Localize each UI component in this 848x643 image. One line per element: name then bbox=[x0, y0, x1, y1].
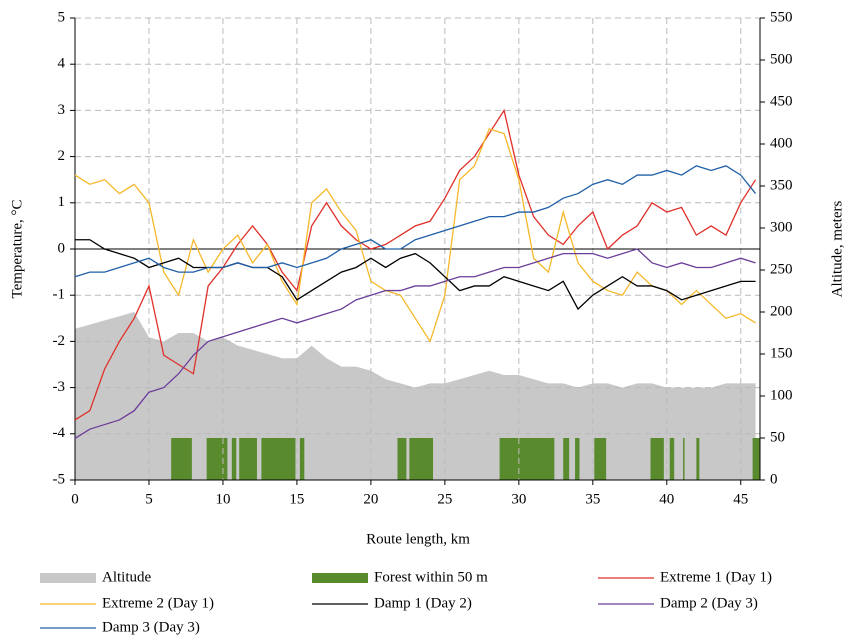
series-line bbox=[74, 248, 756, 439]
y-tick-label: 3 bbox=[58, 102, 66, 118]
series-line bbox=[74, 108, 757, 421]
legend-label: Damp 1 (Day 2) bbox=[374, 595, 472, 611]
legend-label: Extreme 1 (Day 1) bbox=[660, 569, 772, 585]
y-tick-label: -1 bbox=[53, 287, 66, 303]
y-tick-label: -2 bbox=[53, 333, 66, 349]
forest-bar bbox=[683, 438, 685, 480]
y2-tick-label: 500 bbox=[770, 51, 793, 67]
y2-tick-label: 450 bbox=[770, 93, 793, 109]
legend-label: Damp 3 (Day 3) bbox=[102, 619, 200, 635]
y-tick-label: 1 bbox=[58, 194, 66, 210]
y-tick-label: 5 bbox=[58, 9, 66, 25]
legend-swatch bbox=[40, 573, 96, 583]
y2-tick-label: 0 bbox=[770, 471, 778, 487]
x-tick-label: 5 bbox=[145, 491, 153, 507]
forest-bar bbox=[752, 438, 760, 480]
x-tick-label: 0 bbox=[71, 491, 79, 507]
series-line bbox=[74, 165, 757, 278]
x-axis-label: Route length, km bbox=[366, 531, 470, 547]
x-tick-label: 45 bbox=[733, 491, 748, 507]
legend-label: Altitude bbox=[102, 569, 152, 585]
x-tick-label: 25 bbox=[437, 491, 452, 507]
y2-tick-label: 200 bbox=[770, 303, 793, 319]
y-tick-label: -5 bbox=[53, 471, 66, 487]
x-tick-label: 20 bbox=[363, 491, 378, 507]
forest-bar bbox=[239, 438, 257, 480]
legend-swatch bbox=[312, 573, 368, 583]
legend-label: Forest within 50 m bbox=[374, 569, 488, 585]
y2-tick-label: 50 bbox=[770, 429, 785, 445]
y-tick-label: -3 bbox=[53, 379, 66, 395]
x-tick-label: 30 bbox=[511, 491, 526, 507]
series-line bbox=[74, 128, 756, 343]
y2-tick-label: 100 bbox=[770, 387, 793, 403]
y2-tick-label: 350 bbox=[770, 177, 793, 193]
y-tick-label: 4 bbox=[58, 56, 66, 72]
y2-tick-label: 150 bbox=[770, 345, 793, 361]
x-tick-label: 40 bbox=[659, 491, 674, 507]
y-tick-label: 2 bbox=[58, 148, 66, 164]
x-tick-label: 15 bbox=[289, 491, 304, 507]
forest-bar bbox=[696, 438, 700, 480]
y2-tick-label: 550 bbox=[770, 9, 793, 25]
forest-bar bbox=[171, 438, 192, 480]
forest-bar bbox=[575, 438, 580, 480]
legend-label: Damp 2 (Day 3) bbox=[660, 595, 758, 611]
forest-bar bbox=[206, 438, 228, 480]
legend-label: Extreme 2 (Day 1) bbox=[102, 595, 214, 611]
forest-bar bbox=[563, 438, 570, 480]
forest-bar bbox=[299, 438, 305, 480]
forest-bar bbox=[409, 438, 434, 480]
y2-tick-label: 400 bbox=[770, 135, 793, 151]
forest-bar bbox=[594, 438, 607, 480]
y-tick-label: 0 bbox=[58, 240, 66, 256]
forest-bar bbox=[650, 438, 664, 480]
y2-axis-label: Altitude, meters bbox=[829, 201, 845, 298]
forest-bar bbox=[261, 438, 296, 480]
y-axis-label: Temperature, °C bbox=[9, 199, 25, 298]
forest-bar bbox=[231, 438, 237, 480]
forest-bar bbox=[397, 438, 407, 480]
y2-tick-label: 250 bbox=[770, 261, 793, 277]
x-tick-label: 35 bbox=[585, 491, 600, 507]
forest-bar bbox=[669, 438, 675, 480]
y2-tick-label: 300 bbox=[770, 219, 793, 235]
y-tick-label: -4 bbox=[53, 425, 66, 441]
forest-bar bbox=[499, 438, 555, 480]
series-line bbox=[75, 239, 756, 311]
x-tick-label: 10 bbox=[215, 491, 230, 507]
